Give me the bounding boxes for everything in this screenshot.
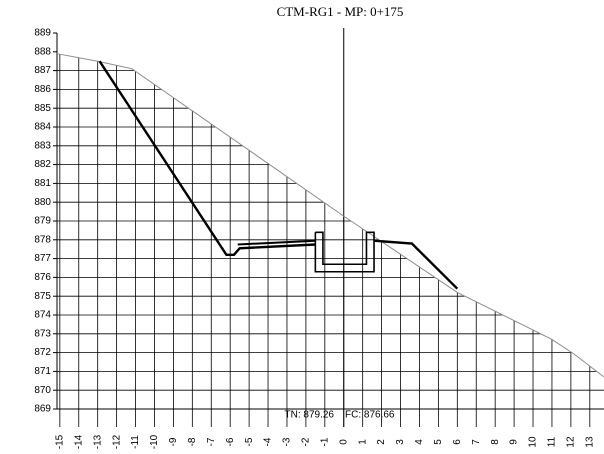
x-tick-label: -9: [168, 437, 179, 446]
x-tick-label: -6: [225, 437, 236, 446]
y-tick-label: 870: [34, 385, 51, 396]
x-tick-label: 4: [414, 439, 425, 445]
y-tick-label: 880: [34, 197, 51, 208]
x-tick-label: 9: [509, 439, 520, 445]
x-tick-label: -12: [111, 434, 122, 449]
x-tick-label: -8: [187, 437, 198, 446]
x-tick-label: -2: [301, 437, 312, 446]
chart-title: CTM-RG1 - MP: 0+175: [277, 4, 404, 19]
x-tick-label: 7: [471, 439, 482, 445]
x-tick-label: 3: [395, 439, 406, 445]
y-tick-label: 884: [34, 122, 51, 133]
y-tick-label: 873: [34, 328, 51, 339]
x-tick-label: 6: [452, 439, 463, 445]
y-tick-label: 889: [34, 28, 51, 39]
x-tick-label: 5: [433, 439, 444, 445]
line: [314, 231, 375, 273]
y-tick-label: 869: [34, 404, 51, 415]
x-tick-label: 12: [566, 436, 577, 448]
line: [373, 239, 459, 290]
x-tick-label: -11: [130, 435, 141, 449]
y-tick-label: 879: [34, 216, 51, 227]
line: [98, 60, 316, 257]
x-tick-label: -13: [92, 434, 103, 449]
y-tick-label: 885: [34, 103, 51, 114]
y-tick-label: 872: [34, 347, 51, 358]
y-tick-label: 886: [34, 84, 51, 95]
line: [237, 239, 316, 246]
y-tick-label: 878: [34, 234, 51, 245]
y-tick-label: 871: [34, 366, 51, 377]
grid: [57, 53, 604, 410]
x-tick-label: 0: [338, 439, 349, 445]
y-tick-label: 875: [34, 291, 51, 302]
x-tick-label: -5: [244, 437, 255, 446]
annotation: TN: 879.26: [285, 410, 335, 421]
x-tick-label: -7: [206, 437, 217, 446]
y-tick-label: 888: [34, 46, 51, 57]
line: [56, 53, 604, 378]
x-tick-label: -10: [149, 434, 160, 449]
x-tick-label: 2: [376, 439, 387, 445]
y-tick-label: 882: [34, 159, 51, 170]
x-tick-label: -15: [54, 434, 65, 449]
y-tick-label: 877: [34, 253, 51, 264]
y-tick-label: 887: [34, 65, 51, 76]
x-tick-label: 10: [528, 436, 539, 448]
y-tick-label: 876: [34, 272, 51, 283]
x-tick-label: 11: [547, 436, 558, 447]
y-tick-label: 883: [34, 140, 51, 151]
x-tick-label: -4: [263, 437, 274, 446]
x-tick-label: -3: [282, 437, 293, 446]
x-tick-label: -14: [73, 434, 84, 449]
y-tick-label: 881: [34, 178, 51, 189]
x-tick-label: 13: [584, 436, 595, 448]
x-tick-label: 8: [490, 439, 501, 445]
annotation: FC: 876.66: [345, 410, 395, 421]
x-tick-label: 1: [357, 439, 368, 445]
y-tick-label: 874: [34, 310, 51, 321]
x-tick-label: -1: [319, 437, 330, 446]
